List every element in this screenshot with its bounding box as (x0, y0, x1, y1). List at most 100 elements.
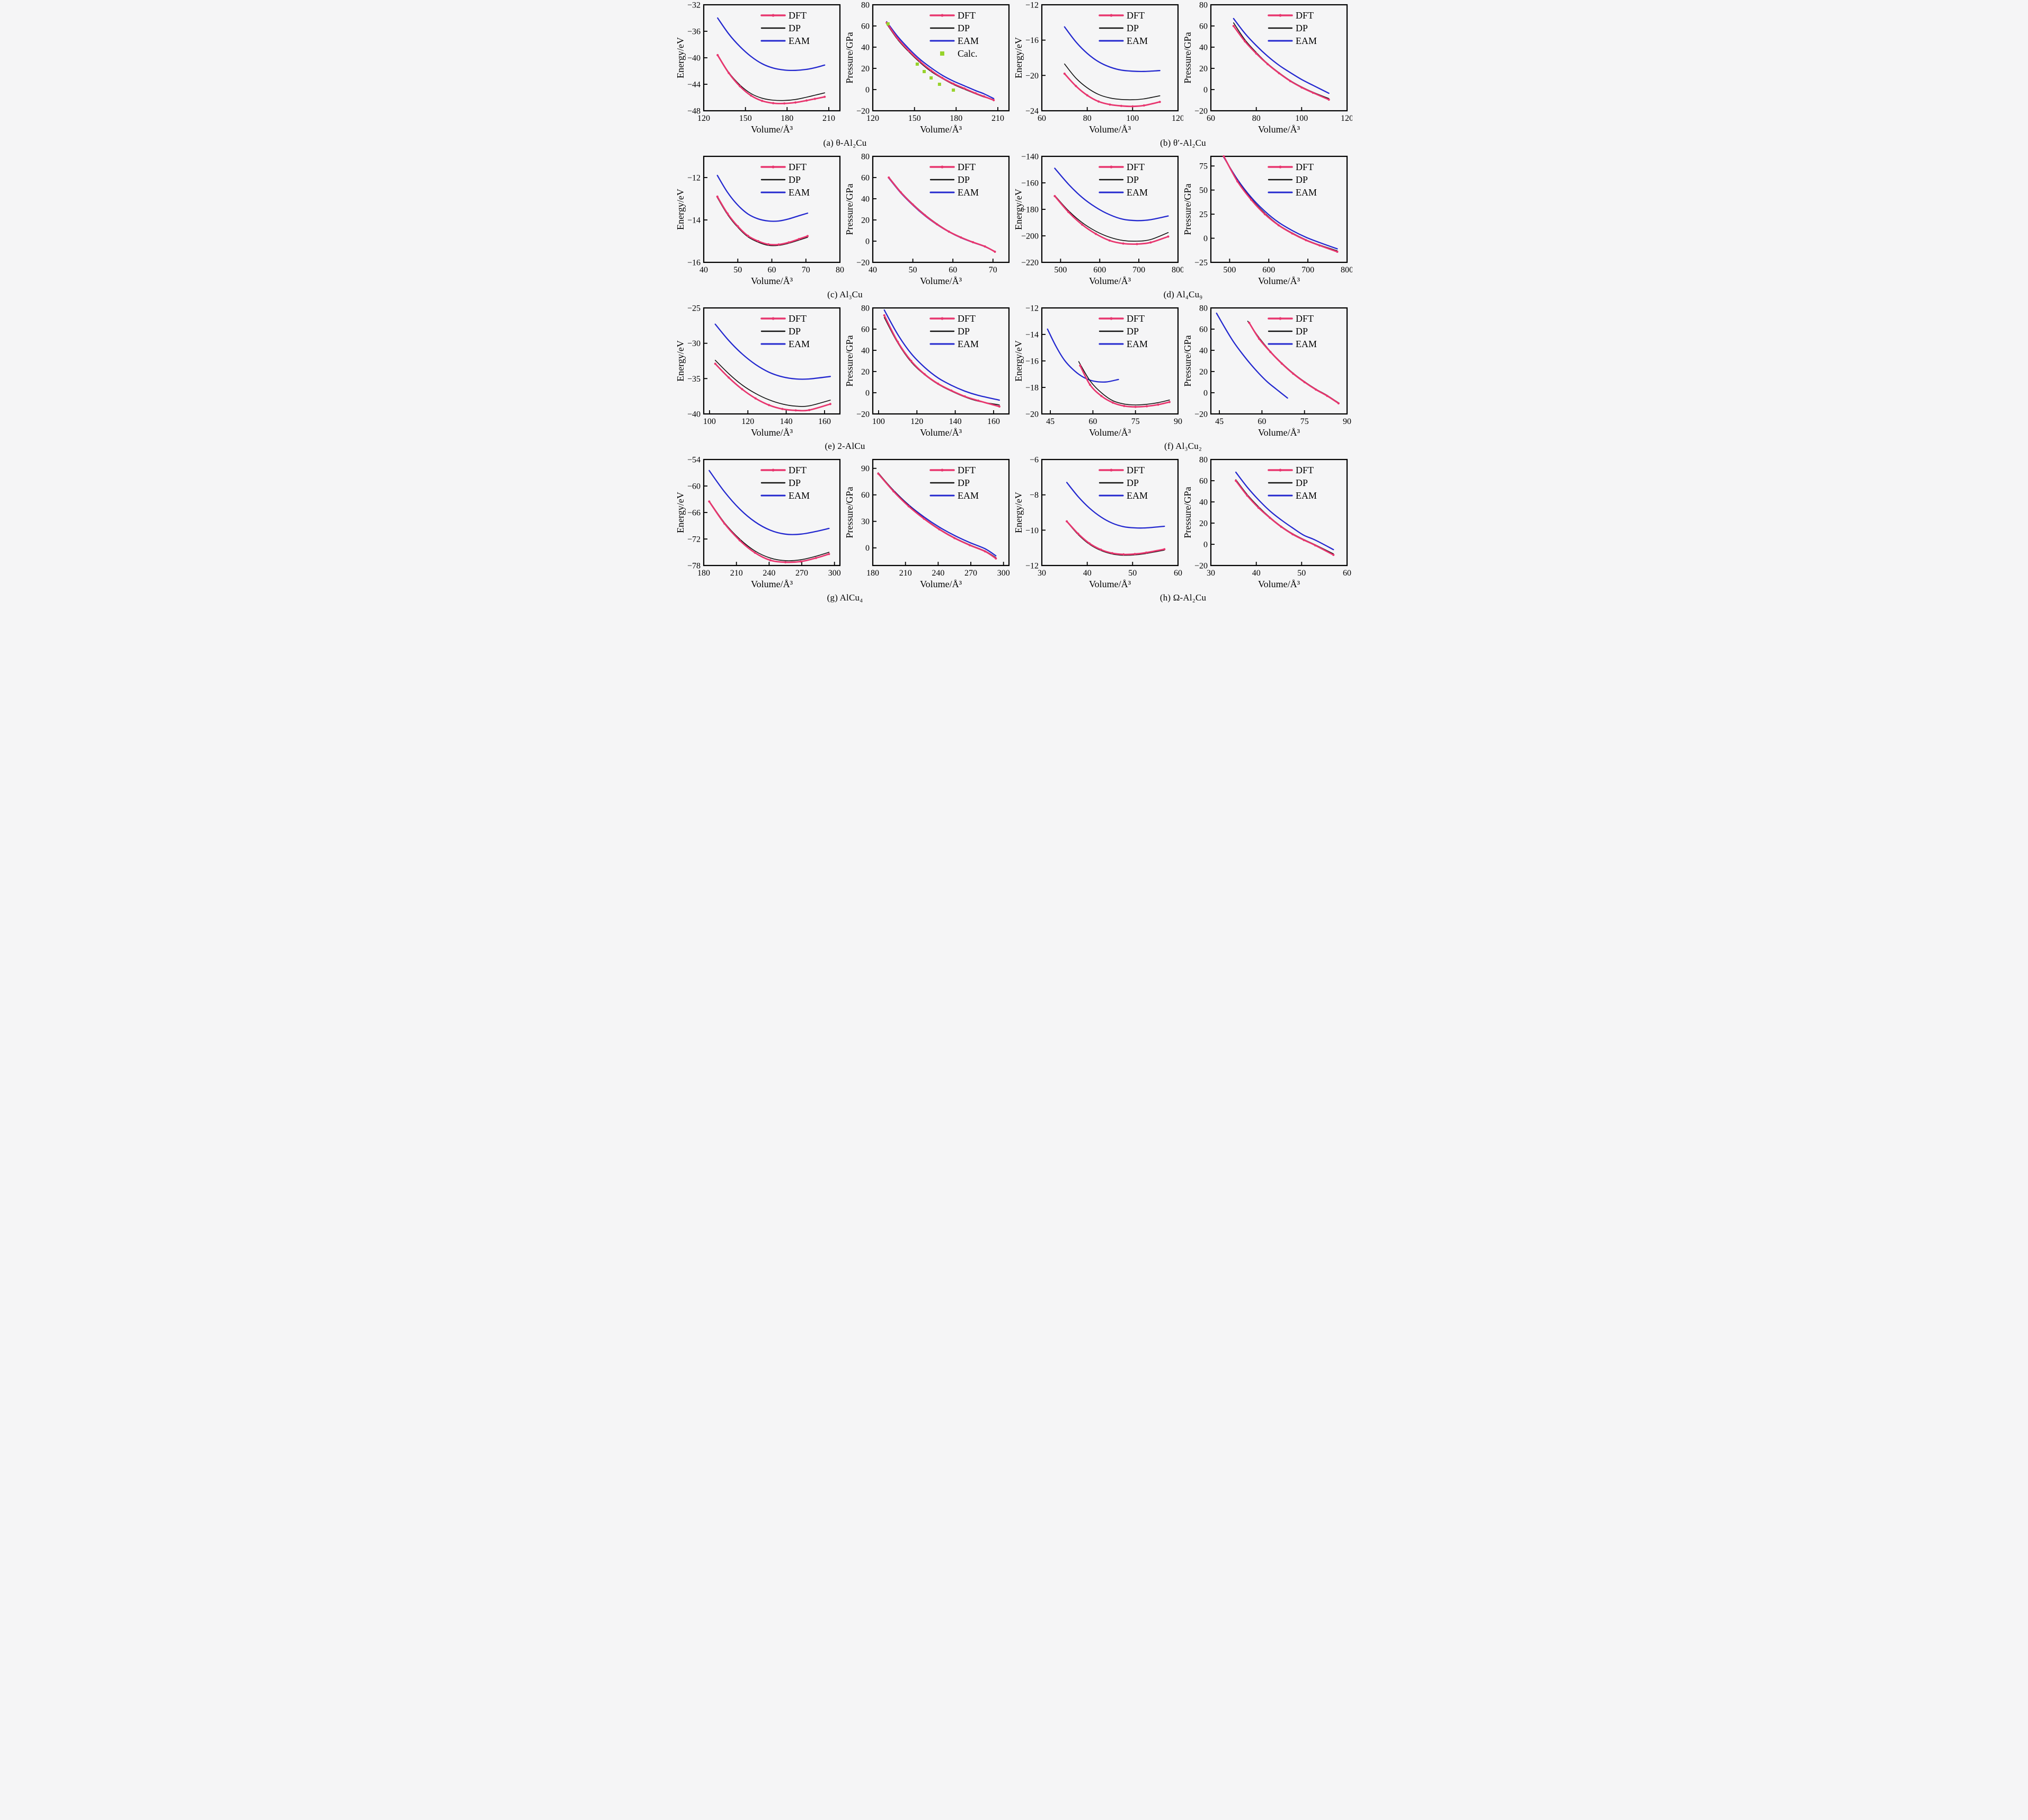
caption-d: (d) Al₄Cu₉ (1163, 289, 1203, 299)
svg-text:−20: −20 (1194, 562, 1207, 571)
svg-text:50: 50 (733, 266, 742, 275)
svg-text:60: 60 (949, 266, 957, 275)
svg-text:40: 40 (861, 195, 870, 204)
x-axis-label: Volume/Å³ (1257, 579, 1300, 589)
svg-text:EAM: EAM (789, 187, 810, 198)
y-axis-label: Energy/eV (1014, 340, 1024, 382)
svg-text:−140: −140 (1021, 153, 1038, 162)
svg-text:DP: DP (789, 174, 801, 185)
svg-text:20: 20 (1199, 65, 1208, 74)
plot-box (872, 4, 1009, 112)
series-dft-line (714, 363, 831, 412)
svg-text:140: 140 (949, 417, 961, 426)
svg-text:120: 120 (1341, 114, 1352, 123)
svg-text:60: 60 (1088, 417, 1097, 426)
svg-text:30: 30 (1207, 569, 1215, 578)
svg-text:160: 160 (818, 417, 831, 426)
x-axis-label: Volume/Å³ (1088, 124, 1131, 135)
series-dft-line (888, 176, 996, 253)
svg-text:210: 210 (730, 569, 742, 578)
svg-text:90: 90 (861, 464, 870, 473)
svg-text:0: 0 (865, 237, 870, 246)
x-axis-label: Volume/Å³ (1257, 427, 1300, 438)
svg-text:0: 0 (1203, 541, 1208, 550)
svg-text:DFT: DFT (1296, 313, 1314, 324)
svg-text:60: 60 (1199, 477, 1208, 486)
svg-text:−12: −12 (1025, 562, 1038, 571)
y-axis-label: Pressure/GPa (845, 184, 855, 235)
svg-text:700: 700 (1301, 266, 1314, 275)
svg-text:500: 500 (1054, 266, 1067, 275)
caption-g: (g) AlCu₄ (827, 593, 863, 603)
series-dft-line (716, 196, 808, 246)
svg-text:−16: −16 (687, 259, 700, 268)
svg-text:240: 240 (763, 569, 775, 578)
svg-text:EAM: EAM (958, 187, 979, 198)
series-eam-line (1066, 482, 1165, 529)
series-dft-line (716, 54, 826, 104)
series-eam-line (1235, 471, 1334, 551)
svg-text:150: 150 (908, 114, 920, 123)
chart-svg: 30 40 50 60 −12 −10 −8 −6 Volume/Å³ Energy/eV DFT D… (1013, 456, 1182, 590)
plot-box (1210, 307, 1348, 415)
svg-text:EAM: EAM (789, 490, 810, 501)
caption-c: (c) Al₃Cu (827, 289, 863, 299)
svg-text:300: 300 (997, 569, 1009, 578)
plot-al3cu2-pressure: 45 60 75 90 −20 0 20 40 60 80 Volume/Å³ Pressure/GP… (1182, 304, 1352, 439)
svg-text:EAM: EAM (958, 339, 979, 349)
svg-text:210: 210 (822, 114, 835, 123)
series-eam-line (1233, 17, 1330, 94)
y-axis-label: Pressure/GPa (845, 32, 855, 84)
y-axis-label: Energy/eV (1014, 37, 1024, 78)
plot-2alcu-pressure: 100 120 140 160 −20 0 20 40 60 80 Volume/Å³ Pressur… (844, 304, 1014, 439)
svg-text:80: 80 (1252, 114, 1260, 123)
svg-text:20: 20 (861, 368, 870, 377)
svg-text:60: 60 (1199, 325, 1208, 334)
chart-svg: 500 600 700 800 −25 0 25 50 75 Volume/Å³ Pressure/… (1182, 155, 1353, 286)
svg-text:300: 300 (828, 569, 840, 578)
x-axis-label: Volume/Å³ (1257, 276, 1300, 286)
svg-text:EAM: EAM (958, 36, 979, 46)
series-eam-line (1047, 328, 1119, 383)
svg-text:EAM: EAM (1296, 490, 1317, 501)
chart-svg: 45 60 75 90 −20 0 20 40 60 80 Volume/Å³ Pressure/GP… (1182, 304, 1351, 438)
y-axis-label: Pressure/GPa (1183, 487, 1193, 538)
chart-svg: 120 150 180 210 −20 0 20 40 60 80 Volume/Å³ Pressur… (844, 1, 1009, 135)
plot-box (872, 458, 1009, 567)
chart-svg: 40 50 60 70 −20 0 20 40 60 80 Volume/Å³ Pressure/GP… (844, 153, 1009, 286)
svg-text:DP: DP (789, 326, 801, 337)
series-dp-line (888, 176, 995, 252)
svg-text:−25: −25 (1194, 259, 1207, 268)
svg-text:DFT: DFT (1296, 465, 1314, 475)
svg-text:DP: DP (958, 23, 970, 33)
svg-text:120: 120 (866, 114, 879, 123)
plot-box (1210, 4, 1348, 112)
series-dft-line (883, 314, 1000, 408)
svg-text:40: 40 (1199, 43, 1208, 52)
svg-text:90: 90 (1174, 417, 1182, 426)
svg-text:EAM: EAM (1127, 187, 1148, 198)
chart-svg: 100 120 140 160 −20 0 20 40 60 80 Volume/Å³ Pressur… (844, 304, 1009, 438)
plot-al4cu9-energy: 500 600 700 800 −220 −200 −180 −160 −140 Volume/Å… (1013, 153, 1184, 288)
svg-text:EAM: EAM (1127, 490, 1148, 501)
svg-text:100: 100 (872, 417, 884, 426)
svg-text:80: 80 (861, 1, 870, 10)
plot-al3cu-energy: 40 50 60 70 80 −16 −14 −12 Volume/Å³ Energy/eV DFT… (675, 153, 845, 288)
series-eam-line (1053, 167, 1169, 222)
svg-text:−72: −72 (687, 535, 700, 544)
svg-text:100: 100 (703, 417, 715, 426)
series-dp-line (714, 359, 831, 407)
svg-text:160: 160 (987, 417, 1000, 426)
svg-text:45: 45 (1046, 417, 1055, 426)
svg-text:−200: −200 (1021, 232, 1038, 241)
svg-text:−24: −24 (1025, 107, 1038, 116)
svg-text:EAM: EAM (1127, 36, 1148, 46)
chart-svg: 45 60 75 90 −20 −18 −16 −14 −12 Volume/Å³ Energy/e… (1013, 304, 1182, 438)
svg-text:70: 70 (988, 266, 997, 275)
svg-text:EAM: EAM (789, 339, 810, 349)
svg-text:DP: DP (1127, 326, 1139, 337)
series-eam-line (1064, 26, 1161, 73)
y-axis-label: Pressure/GPa (1183, 32, 1193, 84)
x-axis-label: Volume/Å³ (750, 124, 793, 135)
svg-text:80: 80 (861, 304, 870, 313)
